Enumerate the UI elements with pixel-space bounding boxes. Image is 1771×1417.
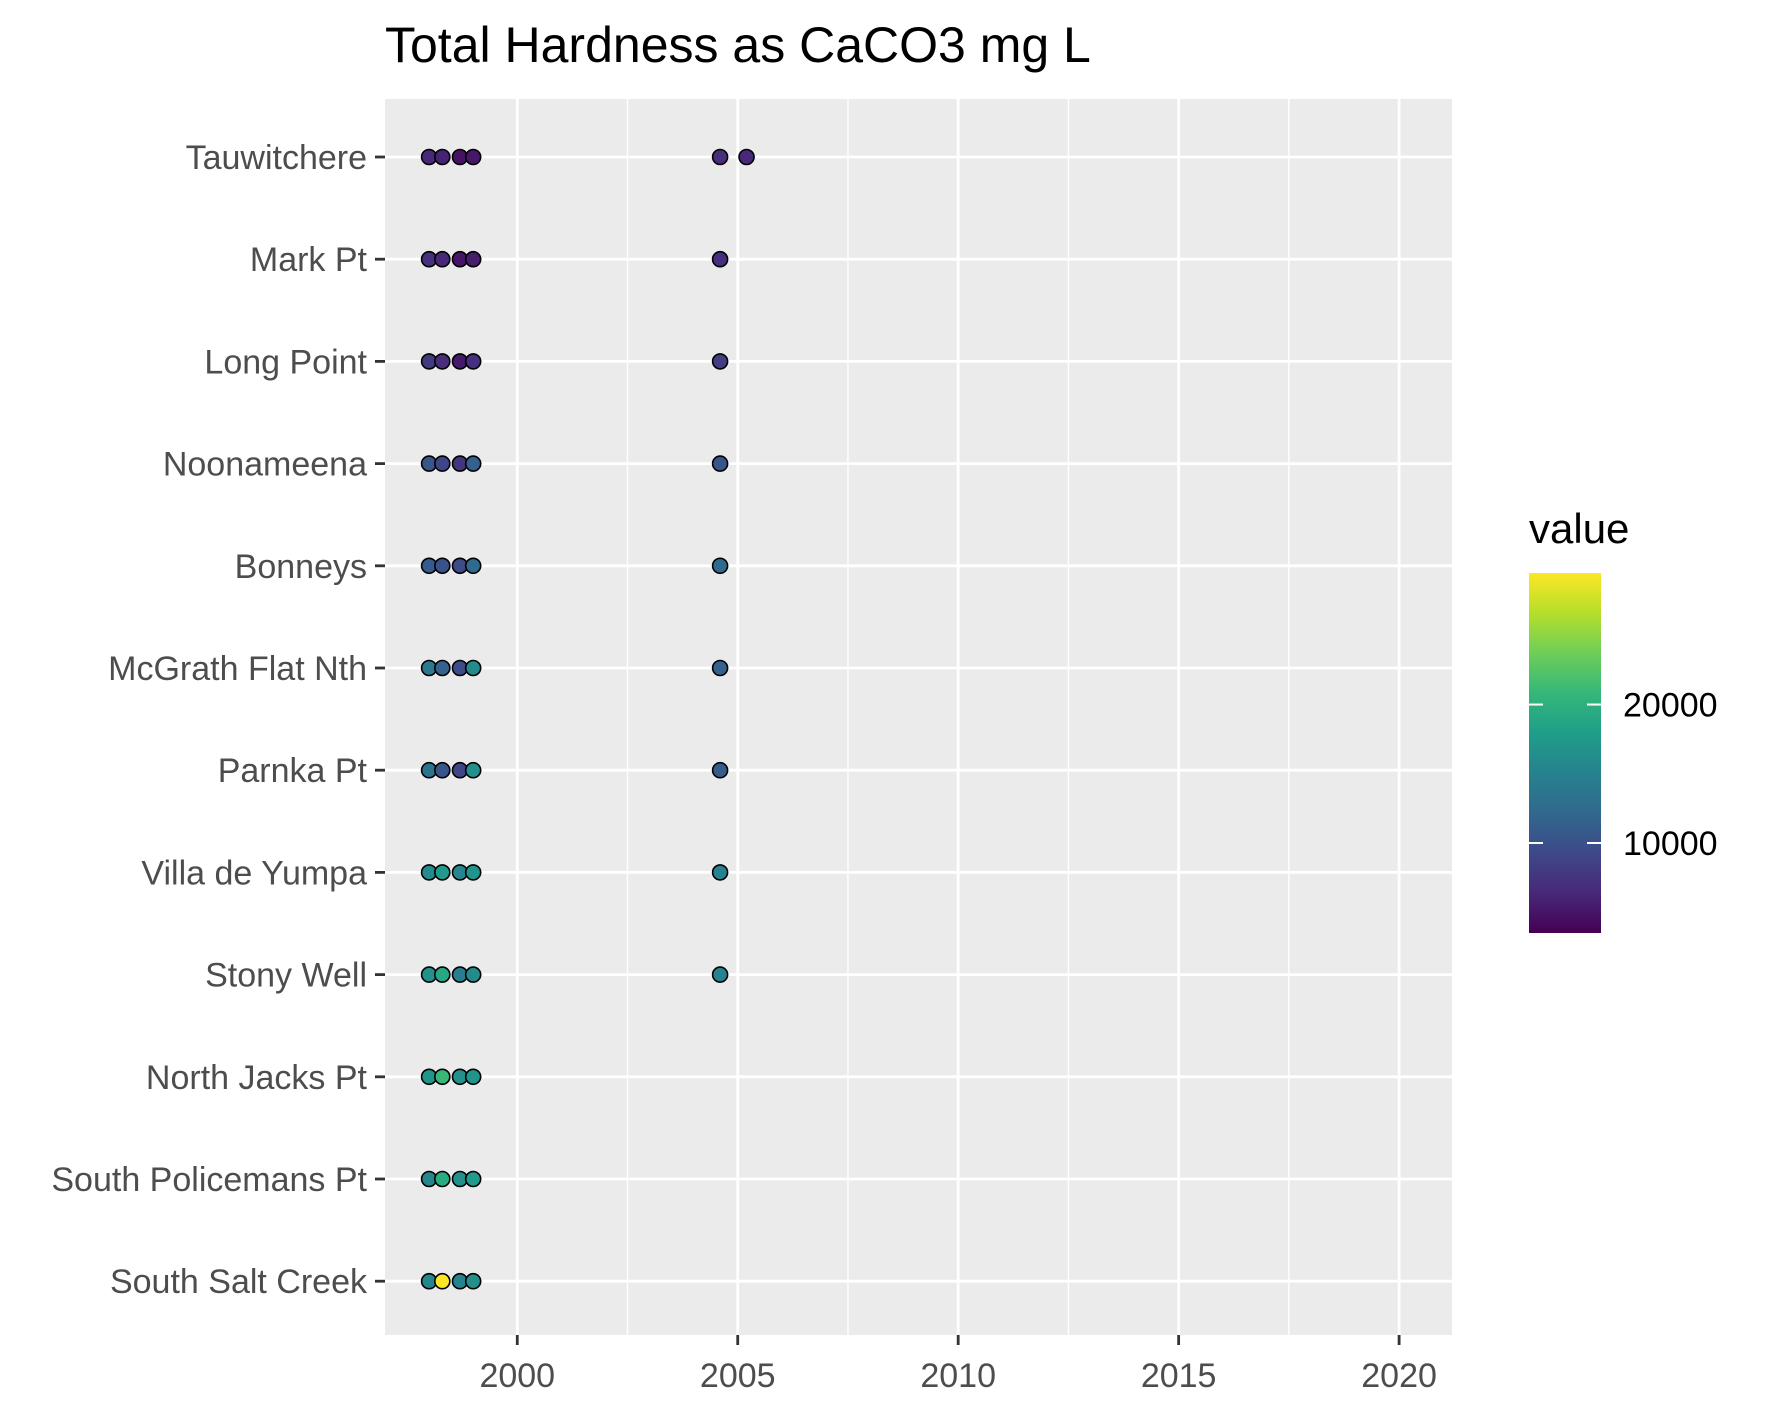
colorbar-ticks: 10000 20000	[1529, 687, 1718, 863]
data-point	[434, 761, 451, 779]
data-point	[464, 966, 482, 983]
chart-title: Total Hardness as CaCO3 mg L	[385, 17, 1091, 73]
major-gridlines	[385, 99, 1452, 1335]
data-point	[711, 148, 729, 166]
data-point	[434, 353, 451, 370]
plot-panel	[385, 99, 1452, 1335]
data-point	[464, 557, 482, 575]
data-point	[711, 455, 729, 472]
y-tick-label: McGrath Flat Nth	[108, 650, 367, 688]
y-tick-label: North Jacks Pt	[146, 1059, 368, 1097]
data-point	[464, 353, 482, 370]
data-point	[464, 761, 482, 779]
y-tick-label: Bonneys	[235, 548, 367, 586]
data-point	[464, 1272, 482, 1290]
y-tick-label: Tauwitchere	[186, 139, 367, 177]
data-point	[434, 659, 451, 677]
data-point	[464, 1068, 482, 1086]
data-point	[434, 148, 451, 166]
x-tick-label: 2020	[1361, 1357, 1437, 1395]
data-point	[711, 864, 729, 881]
y-tick-label: South Policemans Pt	[51, 1161, 367, 1199]
colorbar-label: 20000	[1623, 687, 1718, 725]
x-axis: 2000 2005 2010 2015 2020	[479, 1335, 1437, 1395]
data-point	[711, 659, 729, 677]
data-point	[464, 1170, 482, 1188]
x-tick-label: 2010	[920, 1357, 996, 1395]
y-tick-label: Mark Pt	[250, 241, 368, 279]
y-tick-label: Noonameena	[163, 446, 367, 484]
y-tick-label: Long Point	[204, 343, 367, 381]
data-point	[464, 250, 482, 268]
y-tick-label: Stony Well	[205, 957, 367, 995]
x-tick-label: 2005	[700, 1357, 776, 1395]
data-point	[464, 455, 482, 472]
data-point	[711, 966, 729, 983]
data-point	[711, 557, 729, 575]
colorbar	[1529, 573, 1601, 933]
data-point	[711, 353, 729, 370]
colorbar-label: 10000	[1623, 825, 1718, 863]
data-point	[434, 250, 451, 268]
legend-title: value	[1529, 505, 1629, 552]
y-tick-label: Villa de Yumpa	[141, 854, 367, 892]
y-tick-label: Parnka Pt	[218, 752, 368, 790]
data-point	[434, 966, 451, 983]
data-point	[464, 864, 482, 881]
data-points	[420, 148, 755, 1290]
x-tick-label: 2000	[479, 1357, 555, 1395]
y-axis: Tauwitchere Mark Pt Long Point Noonameena Bo…	[51, 139, 385, 1301]
minor-gridlines	[626, 99, 1290, 1335]
data-point	[464, 148, 482, 166]
data-point	[434, 864, 451, 881]
data-point	[711, 761, 729, 779]
y-tick-label: South Salt Creek	[110, 1263, 368, 1301]
data-point	[434, 1272, 451, 1290]
data-point	[434, 1170, 451, 1188]
data-point	[464, 659, 482, 677]
data-point	[434, 455, 451, 472]
data-point	[434, 1068, 451, 1086]
data-point	[738, 148, 755, 166]
x-tick-label: 2015	[1141, 1357, 1217, 1395]
data-point	[434, 557, 451, 575]
data-point	[711, 250, 729, 268]
legend: value 10000 20000	[1529, 505, 1718, 933]
